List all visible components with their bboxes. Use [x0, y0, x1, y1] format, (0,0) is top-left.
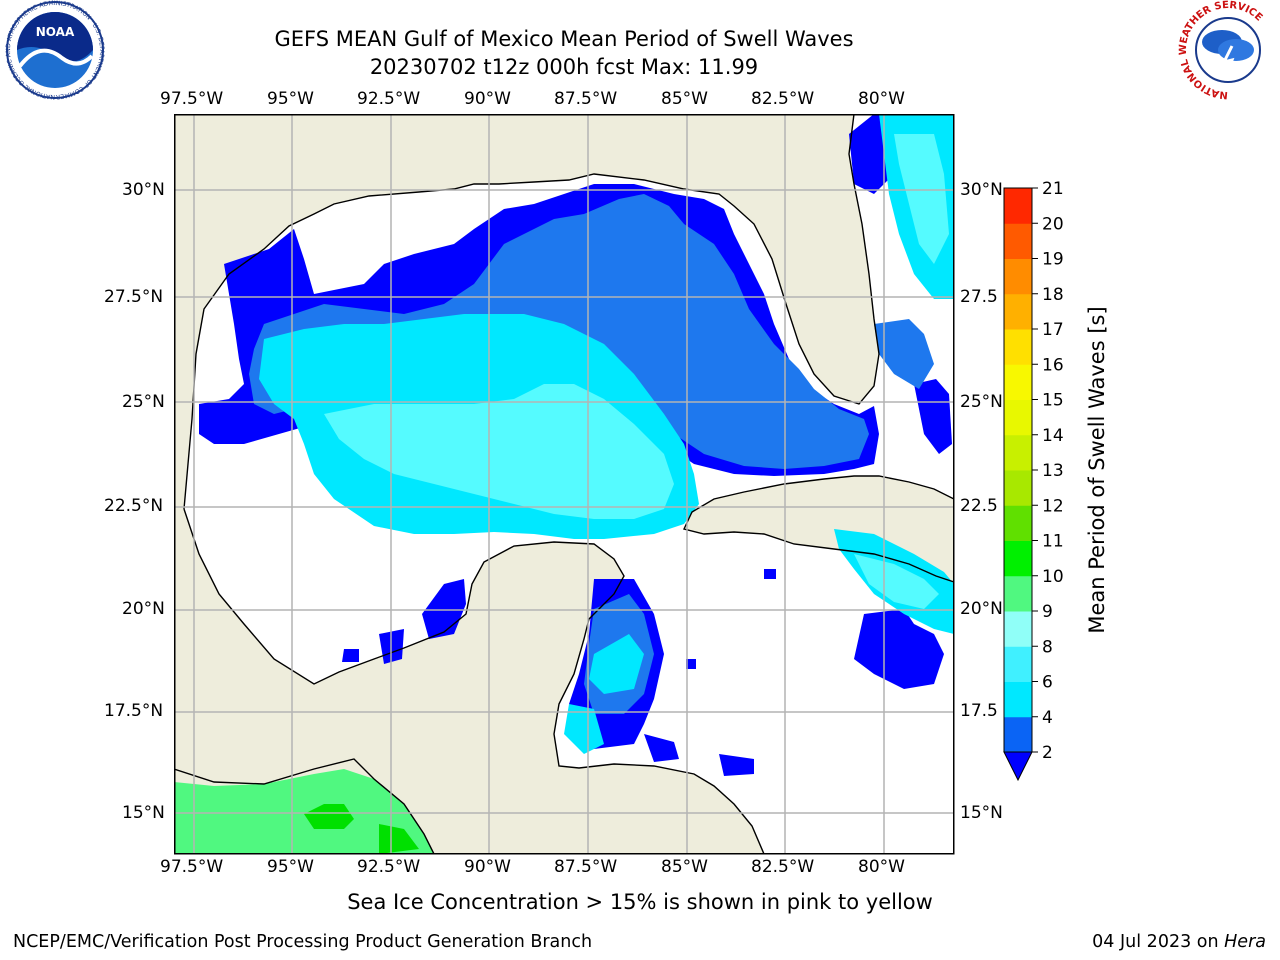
lat-label-right: 25°N — [960, 392, 1003, 412]
lon-label-top: 85°W — [661, 89, 708, 109]
colorbar-under-triangle — [1003, 751, 1033, 782]
colorbar-tick-label: 16 — [1042, 355, 1064, 375]
colorbar-tick-label: 17 — [1042, 320, 1064, 340]
colorbar-tick-label: 2 — [1042, 743, 1053, 763]
lat-label-right: 17.5 — [960, 701, 998, 721]
lat-label-right: 27.5 — [960, 287, 998, 307]
coastline — [174, 114, 954, 854]
footer-right: 04 Jul 2023 on Hera — [1092, 932, 1266, 952]
footer-host: Hera — [1224, 932, 1266, 952]
lat-label-right: 30°N — [960, 180, 1003, 200]
lat-label-right: 20°N — [960, 599, 1003, 619]
colorbar-band — [1004, 716, 1032, 753]
lon-label-bottom: 87.5°W — [554, 857, 618, 877]
colorbar-tick-label: 20 — [1042, 214, 1064, 234]
map-subtitle: 20230702 t12z 000h fcst Max: 11.99 — [369, 55, 759, 79]
lon-label-top: 95°W — [267, 89, 314, 109]
noaa-logo: NATIONAL OCEANIC AND ATMOSPHERIC ADMINIS… — [0, 0, 105, 100]
colorbar-band — [1004, 681, 1032, 718]
colorbar-band — [1004, 575, 1032, 612]
graticule — [174, 114, 954, 854]
colorbar-band — [1004, 505, 1032, 541]
lat-label-left: 22.5°N — [104, 496, 164, 516]
lat-label-left: 17.5°N — [104, 701, 164, 721]
colorbar-band — [1004, 434, 1032, 471]
colorbar-tick-label: 12 — [1042, 496, 1064, 516]
colorbar-band — [1004, 470, 1032, 506]
lat-label-left: 27.5°N — [104, 287, 164, 307]
colorbar-tick-label: 13 — [1042, 461, 1064, 481]
colorbar-tick-label: 8 — [1042, 637, 1053, 657]
colorbar-tick-label: 4 — [1042, 708, 1053, 728]
lat-label-right: 15°N — [960, 803, 1003, 823]
colorbar-band — [1004, 646, 1032, 682]
band-9-10 — [174, 769, 434, 854]
colorbar: 2 4 6 8 9 10 11 12 13 14 15 16 17 18 19 20 21 — [1003, 180, 1064, 782]
colorbar-tick-label: 18 — [1042, 285, 1064, 305]
colorbar-band — [1004, 258, 1032, 295]
colorbar-ticks: 2 4 6 8 9 10 11 12 13 14 15 16 17 18 19 20 21 — [1032, 180, 1064, 763]
colorbar-tick-label: 21 — [1042, 180, 1064, 199]
colorbar-band — [1004, 611, 1032, 647]
colorbar-band — [1004, 540, 1032, 577]
footer-left: NCEP/EMC/Verification Post Processing Pr… — [13, 932, 593, 952]
lon-label-bottom: 95°W — [267, 857, 314, 877]
lon-label-bottom: 80°W — [858, 857, 905, 877]
colorbar-tick-label: 6 — [1042, 673, 1053, 693]
gulf-map — [174, 114, 955, 855]
colorbar-band — [1004, 223, 1032, 259]
lat-label-left: 15°N — [122, 803, 165, 823]
colorbar-tick-label: 9 — [1042, 602, 1053, 622]
lon-label-top: 82.5°W — [751, 89, 815, 109]
colorbar-bands — [1004, 188, 1032, 753]
colorbar-tick-label: 15 — [1042, 391, 1064, 411]
colorbar-band — [1004, 329, 1032, 365]
lat-label-left: 20°N — [122, 599, 165, 619]
footer-date: 04 Jul 2023 on — [1092, 932, 1225, 952]
map-frame — [174, 114, 955, 855]
colorbar-band — [1004, 293, 1032, 330]
map-title: GEFS MEAN Gulf of Mexico Mean Period of … — [274, 27, 854, 51]
lat-label-right: 22.5 — [960, 496, 998, 516]
lat-label-left: 25°N — [122, 392, 165, 412]
lon-label-bottom: 85°W — [661, 857, 708, 877]
noaa-text: NOAA — [36, 25, 75, 39]
sea-ice-caption: Sea Ice Concentration > 15% is shown in … — [347, 890, 933, 914]
colorbar-band — [1004, 399, 1032, 436]
colorbar-tick-label: 10 — [1042, 567, 1064, 587]
lon-label-top: 90°W — [464, 89, 511, 109]
lon-label-bottom: 82.5°W — [751, 857, 815, 877]
nws-logo: NATIONAL WEATHER SERVICE — [1178, 0, 1276, 100]
lon-label-top: 97.5°W — [160, 89, 224, 109]
lon-label-bottom: 97.5°W — [160, 857, 224, 877]
lon-label-top: 80°W — [858, 89, 905, 109]
colorbar-band — [1004, 364, 1032, 400]
colorbar-band — [1004, 188, 1032, 224]
lon-label-bottom: 90°W — [464, 857, 511, 877]
colorbar-tick-label: 11 — [1042, 532, 1064, 552]
colorbar-tick-label: 14 — [1042, 426, 1064, 446]
band-8-9 — [324, 134, 949, 609]
colorbar-label: Mean Period of Swell Waves [s] — [1085, 306, 1109, 634]
lat-label-left: 30°N — [122, 180, 165, 200]
lon-label-bottom: 92.5°W — [357, 857, 421, 877]
lon-label-top: 92.5°W — [357, 89, 421, 109]
colorbar-tick-label: 19 — [1042, 250, 1064, 270]
band-10-11 — [304, 804, 419, 854]
lon-label-top: 87.5°W — [554, 89, 618, 109]
